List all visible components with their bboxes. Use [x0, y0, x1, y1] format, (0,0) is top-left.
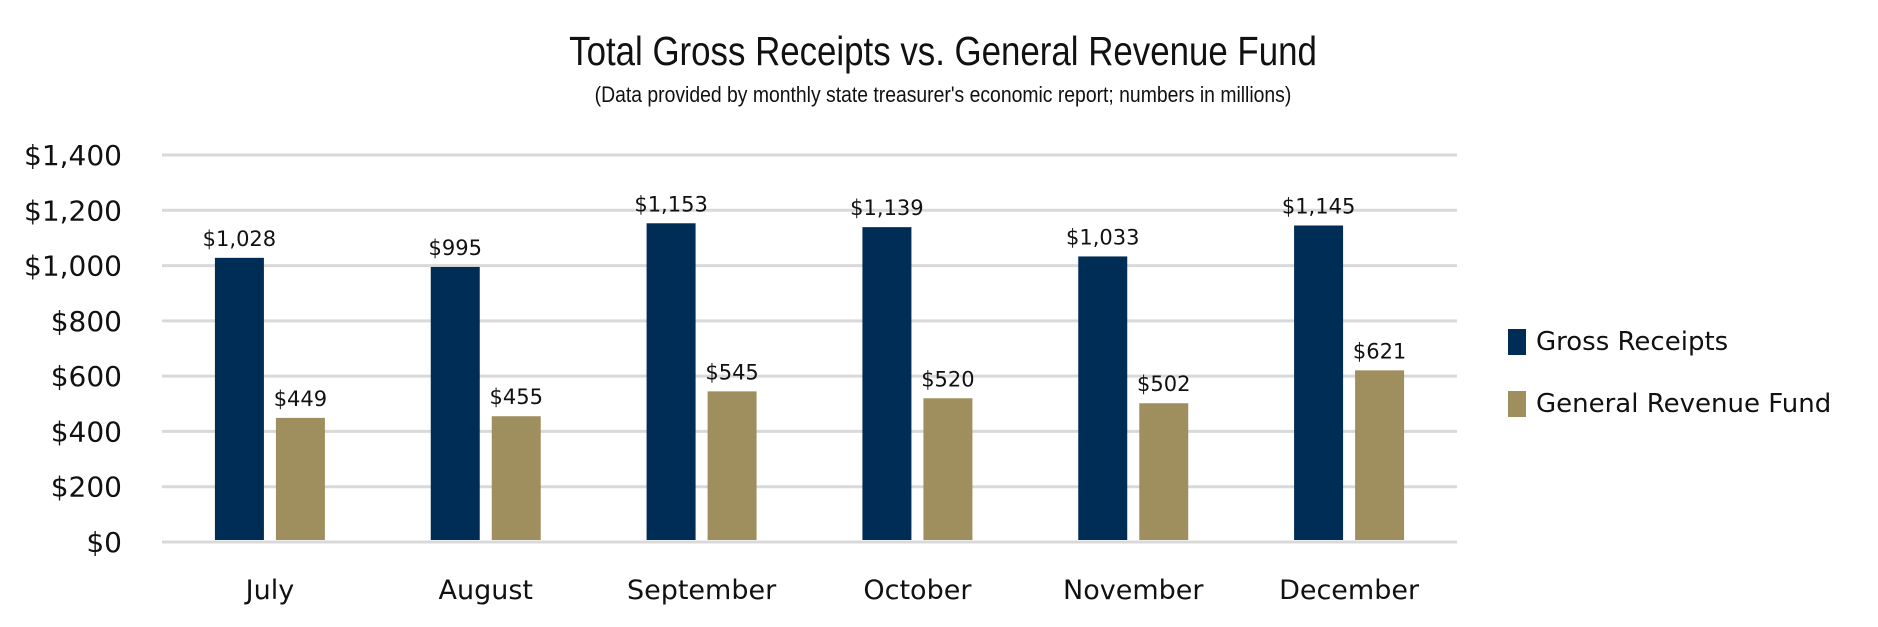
data-label: $621: [1353, 339, 1406, 363]
x-tick-label: August: [439, 575, 534, 606]
y-tick-label: $800: [51, 305, 122, 338]
data-label: $455: [490, 385, 543, 409]
y-tick-label: $200: [51, 471, 122, 504]
bar-gross-receipts: [862, 227, 912, 540]
legend-label: General Revenue Fund: [1536, 389, 1832, 419]
bar-general-revenue-fund: [1139, 403, 1189, 540]
data-label: $1,033: [1066, 225, 1139, 249]
data-label: $1,139: [850, 196, 923, 220]
y-tick-label: $1,000: [24, 250, 122, 283]
y-tick-label: $600: [51, 360, 122, 393]
data-label: $502: [1137, 372, 1190, 396]
bar-general-revenue-fund: [1355, 370, 1405, 540]
data-label: $1,153: [634, 192, 707, 216]
y-tick-label: $1,400: [24, 139, 122, 172]
x-tick-label: October: [863, 575, 972, 606]
y-tick-label: $400: [51, 415, 122, 448]
data-label: $545: [705, 360, 758, 384]
legend-swatch: [1508, 329, 1526, 355]
data-label: $1,145: [1282, 194, 1355, 218]
chart-subtitle: (Data provided by monthly state treasure…: [594, 82, 1292, 107]
bar-gross-receipts: [1078, 256, 1128, 540]
x-tick-label: November: [1063, 575, 1204, 606]
x-tick-label: September: [627, 575, 777, 606]
x-tick-label: July: [244, 575, 295, 606]
data-label: $449: [274, 387, 327, 411]
y-tick-label: $1,200: [24, 194, 122, 227]
x-tick-label: December: [1279, 575, 1420, 606]
bar-gross-receipts: [646, 223, 696, 540]
data-label: $1,028: [203, 227, 276, 251]
bar-gross-receipts: [1294, 225, 1344, 540]
bar-gross-receipts: [430, 266, 480, 540]
bar-gross-receipts: [214, 257, 264, 540]
chart-title: Total Gross Receipts vs. General Revenue…: [569, 28, 1317, 74]
bar-general-revenue-fund: [923, 398, 973, 540]
y-tick-label: $0: [86, 526, 122, 559]
legend-item-general-revenue-fund: General Revenue Fund: [1508, 389, 1831, 419]
data-label: $520: [921, 367, 974, 391]
legend-label: Gross Receipts: [1536, 327, 1729, 357]
bar-general-revenue-fund: [275, 417, 325, 540]
legend-swatch: [1508, 391, 1526, 417]
data-label: $995: [429, 236, 482, 260]
bar-general-revenue-fund: [491, 416, 541, 540]
legend-item-gross-receipts: Gross Receipts: [1508, 327, 1728, 357]
bar-general-revenue-fund: [707, 391, 757, 540]
